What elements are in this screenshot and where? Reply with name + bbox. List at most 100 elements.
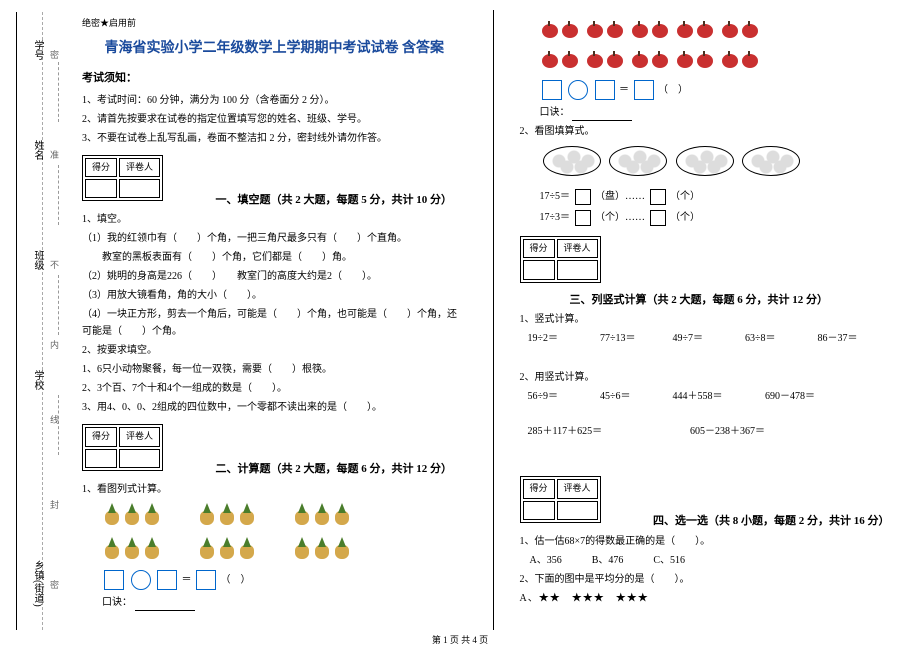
pineapple-icon: [313, 503, 331, 525]
margin-dash-line: [42, 12, 43, 630]
section-heading: 四、选一选（共 8 小题，每题 2 分，共计 16 分）: [653, 512, 890, 531]
plate-icon: [676, 146, 734, 176]
pineapple-icon: [103, 537, 121, 559]
score-box: 得分 评卷人: [82, 155, 163, 202]
apple-icon: [721, 51, 739, 69]
calc-item: 285＋117＋625＝: [528, 423, 688, 440]
q-line: （1）我的红领巾有（ ）个角，一把三角尺最多只有（ ）个直角。: [82, 230, 467, 247]
margin-label: 乡镇(街道): [30, 560, 45, 607]
answer-box[interactable]: [575, 189, 591, 205]
pineapple-icon: [103, 503, 121, 525]
expr-lhs: 17÷5＝: [540, 191, 571, 202]
score-cell: 得分: [523, 479, 555, 498]
q-stem: 2、按要求填空。: [82, 342, 467, 359]
paper-title: 青海省实验小学二年级数学上学期期中考试试卷 含答案: [82, 37, 467, 61]
pineapple-icon: [238, 503, 256, 525]
score-cell: 评卷人: [557, 479, 598, 498]
plate-icon: [543, 146, 601, 176]
answer-box[interactable]: [104, 570, 124, 590]
seal-char: 密: [48, 580, 61, 589]
notice-line: 1、考试时间：60 分钟，满分为 100 分（含卷面分 2 分）。: [82, 92, 467, 109]
expr-unit: （个）: [670, 212, 700, 223]
pineapple-icon: [218, 503, 236, 525]
q-line: 3、用4、0、0、2组成的四位数中，一个零都不读出来的是（ ）。: [82, 399, 467, 416]
expr-unit: （个）……: [595, 212, 645, 223]
expression-boxes: ＝ （ ）: [102, 570, 467, 590]
pineapple-icon: [333, 537, 351, 559]
apple-icon: [586, 21, 604, 39]
notice-heading: 考试须知：: [82, 69, 467, 88]
operator-box[interactable]: [131, 570, 151, 590]
seal-char: 内: [48, 340, 61, 349]
apple-icon: [676, 51, 694, 69]
answer-box[interactable]: [650, 189, 666, 205]
answer-box[interactable]: [542, 80, 562, 100]
pineapple-row: [102, 502, 467, 532]
calc-row: 19÷2＝ 77÷13＝ 49÷7＝ 63÷8＝ 86－37＝: [528, 330, 905, 347]
pineapple-icon: [123, 503, 141, 525]
answer-box[interactable]: [157, 570, 177, 590]
blank-underline[interactable]: [572, 120, 632, 121]
section-heading: 三、列竖式计算（共 2 大题，每题 6 分，共计 12 分）: [570, 291, 829, 310]
page-footer: 第 1 页 共 4 页: [0, 633, 920, 646]
pineapple-icon: [238, 537, 256, 559]
expr-unit: （盘）……: [595, 191, 645, 202]
calc-item: 77÷13＝: [600, 330, 670, 347]
pineapple-icon: [198, 503, 216, 525]
apple-icon: [676, 21, 694, 39]
calc-item: 690－478＝: [765, 388, 855, 405]
expr-unit: （个）: [670, 191, 700, 202]
pineapple-icon: [293, 503, 311, 525]
calc-item: 605－238＋367＝: [690, 423, 850, 440]
seal-char: 准: [48, 150, 61, 159]
answer-box[interactable]: [575, 210, 591, 226]
apple-icon: [651, 51, 669, 69]
score-cell: 得分: [85, 427, 117, 446]
binding-margin: 学号 姓名 班级 学校 乡镇(街道) 密 准 不 内 线 封 密: [0, 0, 70, 640]
notice-line: 2、请首先按要求在试卷的指定位置填写您的姓名、班级、学号。: [82, 111, 467, 128]
expression-boxes: ＝ （ ）: [540, 80, 905, 100]
apple-icon: [696, 21, 714, 39]
apple-icon: [586, 51, 604, 69]
plates-row: [540, 144, 905, 184]
pineapple-icon: [123, 537, 141, 559]
apple-row: [540, 20, 905, 46]
answer-box[interactable]: [196, 570, 216, 590]
left-column: 绝密★启用前 青海省实验小学二年级数学上学期期中考试试卷 含答案 考试须知： 1…: [78, 10, 471, 630]
pineapple-icon: [143, 537, 161, 559]
q-stem: 1、估一估68×7的得数最正确的是（ ）。: [520, 533, 905, 550]
operator-box[interactable]: [568, 80, 588, 100]
apple-icon: [606, 21, 624, 39]
calc-item: 19÷2＝: [528, 330, 598, 347]
q-line: 2、3个百、7个十和4个一组成的数是（ ）。: [82, 380, 467, 397]
margin-underline: [58, 165, 59, 225]
pineapple-icon: [333, 503, 351, 525]
apple-icon: [561, 21, 579, 39]
page-columns: 绝密★启用前 青海省实验小学二年级数学上学期期中考试试卷 含答案 考试须知： 1…: [78, 10, 908, 630]
answer-box[interactable]: [634, 80, 654, 100]
margin-label: 学校: [30, 370, 45, 390]
q-stem: 2、看图填算式。: [520, 123, 905, 140]
expr-lhs: 17÷3＝: [540, 212, 571, 223]
q-line: （4）一块正方形，剪去一个角后，可能是（ ）个角，也可能是（ ）个角，还可能是（…: [82, 306, 467, 340]
answer-box[interactable]: [650, 210, 666, 226]
calc-item: 86－37＝: [818, 330, 888, 347]
section-heading: 二、计算题（共 2 大题，每题 6 分，共计 12 分）: [216, 460, 453, 479]
q-line: （2）姚明的身高是226（ ） 教室门的高度大约是2（ ）。: [82, 268, 467, 285]
margin-label: 学号: [30, 40, 45, 60]
blank-underline[interactable]: [135, 610, 195, 611]
answer-box[interactable]: [595, 80, 615, 100]
calc-item: 56÷9＝: [528, 388, 598, 405]
calc-item: 45÷6＝: [600, 388, 670, 405]
score-cell: 得分: [85, 158, 117, 177]
q-stem: 1、竖式计算。: [520, 311, 905, 328]
score-box: 得分 评卷人: [82, 424, 163, 471]
score-cell: 得分: [523, 239, 555, 258]
apple-icon: [631, 51, 649, 69]
calc-item: 49÷7＝: [673, 330, 743, 347]
margin-underline: [58, 395, 59, 455]
koujue-line: 口诀：: [102, 594, 467, 611]
pineapple-icon: [198, 537, 216, 559]
q-line: （3）用放大镜看角，角的大小（ ）。: [82, 287, 467, 304]
pineapple-icon: [313, 537, 331, 559]
